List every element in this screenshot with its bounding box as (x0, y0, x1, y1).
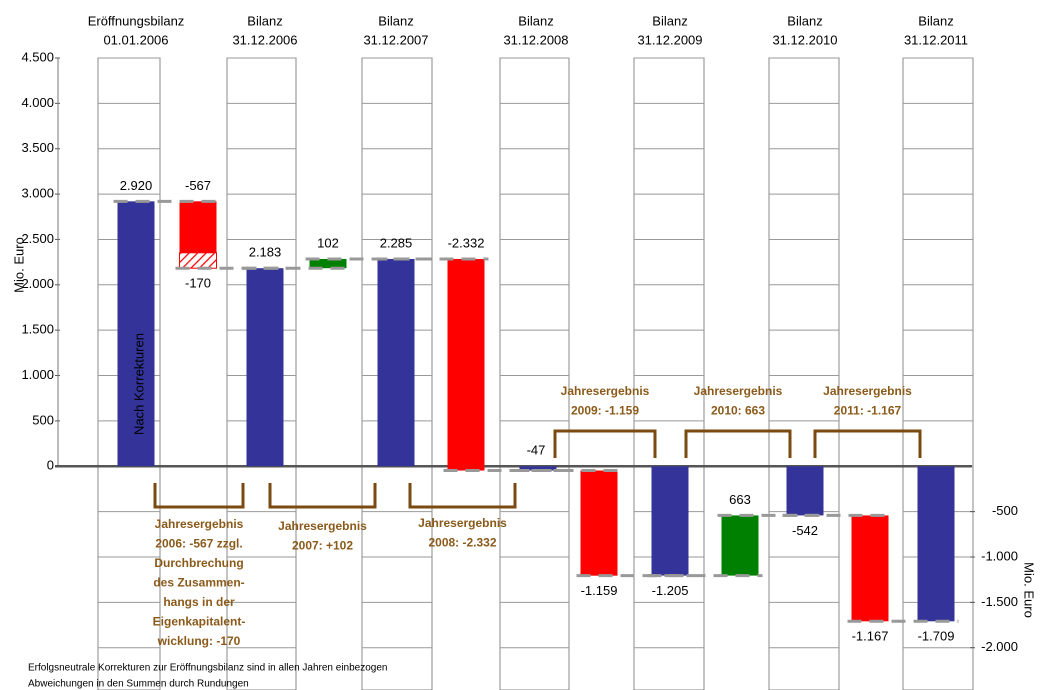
annotation: Jahresergebnis (561, 384, 650, 398)
bar (377, 258, 415, 467)
value-label: 102 (317, 235, 339, 250)
value-label: -567 (185, 178, 211, 193)
annotation: 2009: -1.159 (571, 404, 639, 418)
value-label: -2.332 (448, 235, 485, 250)
annotation: wicklung: -170 (157, 634, 241, 648)
y2-tick-label: -2.000 (981, 639, 1018, 654)
y2-tick-label: -1.000 (981, 548, 1018, 563)
y-tick-label: 4.000 (21, 95, 54, 110)
column-header: Bilanz (247, 13, 282, 28)
annotation: 2010: 663 (711, 404, 765, 418)
value-label: -47 (527, 443, 546, 458)
column-header: Bilanz (918, 13, 953, 28)
bracket (813, 429, 922, 458)
annotation: 2007: +102 (292, 539, 353, 553)
value-label: -1.159 (581, 583, 618, 598)
annotation: 2008: -2.332 (428, 536, 496, 550)
annotation: Eigenkapitalent- (153, 615, 246, 629)
column-band (768, 57, 840, 690)
column-header: Bilanz (378, 13, 413, 28)
value-label: -1.709 (918, 629, 955, 644)
bar (917, 466, 955, 622)
bracket (268, 483, 377, 509)
bar (580, 470, 618, 576)
column-header: Eröffnungsbilanz (88, 13, 185, 28)
y-tick-label: 4.500 (21, 49, 54, 64)
column-header: 31.12.2006 (232, 32, 297, 47)
column-band (499, 57, 570, 690)
y-axis-label: Mio. Euro (11, 237, 26, 293)
value-label: 663 (729, 492, 751, 507)
bar (179, 201, 217, 253)
bracket (553, 429, 657, 458)
value-label: 2.183 (249, 245, 282, 260)
bar (309, 258, 347, 269)
y-tick-label: 0 (47, 458, 54, 473)
column-header: Bilanz (787, 13, 822, 28)
annotation: 2006: -567 zzgl. (155, 537, 242, 551)
footnote: Erfolgsneutrale Korrekturen zur Eröffnun… (28, 663, 387, 674)
column-header: Bilanz (652, 13, 687, 28)
value-label: 2.920 (120, 178, 153, 193)
column-header: 31.12.2011 (904, 32, 968, 47)
y-tick-label: 1.000 (21, 367, 54, 382)
y2-tick-label: -500 (992, 503, 1018, 518)
bar (786, 466, 824, 516)
value-label: -1.205 (652, 583, 689, 598)
annotation: hangs in der (163, 595, 235, 609)
value-label: -1.167 (852, 629, 889, 644)
column-header: 31.12.2010 (772, 32, 837, 47)
annotation: Durchbrechung (154, 556, 243, 570)
value-label: 2.285 (380, 235, 413, 250)
column-header: Bilanz (518, 13, 553, 28)
y-tick-label: 1.500 (21, 322, 54, 337)
y2-tick-label: -1.500 (981, 594, 1018, 609)
y-tick-label: 2.000 (21, 276, 54, 291)
bar (721, 515, 759, 576)
y-tick-label: 3.500 (21, 140, 54, 155)
annotation: des Zusammen- (153, 576, 244, 590)
annotation: 2011: -1.167 (834, 404, 902, 418)
annotation: Jahresergebnis (694, 384, 783, 398)
bracket (153, 483, 245, 509)
value-label: -170 (185, 276, 211, 291)
value-label: -542 (792, 523, 818, 538)
y-tick-label: 3.000 (21, 186, 54, 201)
bracket (684, 429, 792, 458)
column-header: 01.01.2006 (103, 32, 168, 47)
bar (651, 466, 689, 576)
y-tick-label: 2.500 (21, 231, 54, 246)
footnote: Abweichungen in den Summen durch Rundung… (28, 679, 249, 690)
y2-axis-label: Mio. Euro (1022, 562, 1037, 618)
bar (519, 466, 557, 471)
bar (179, 252, 217, 269)
bracket (408, 483, 517, 509)
bar (117, 201, 155, 467)
annotation: Jahresergebnis (823, 384, 912, 398)
column-header: 31.12.2008 (503, 32, 568, 47)
column-header: 31.12.2009 (637, 32, 702, 47)
annotation: Jahresergebnis (278, 519, 367, 533)
y-tick-label: 500 (32, 412, 54, 427)
annotation: Jahresergebnis (155, 517, 244, 531)
annotation: Jahresergebnis (418, 516, 507, 530)
column-header: 31.12.2007 (363, 32, 428, 47)
bar-text: Nach Korrekturen (131, 333, 146, 435)
bar (246, 268, 284, 467)
bar (851, 515, 889, 622)
bar (447, 258, 485, 471)
